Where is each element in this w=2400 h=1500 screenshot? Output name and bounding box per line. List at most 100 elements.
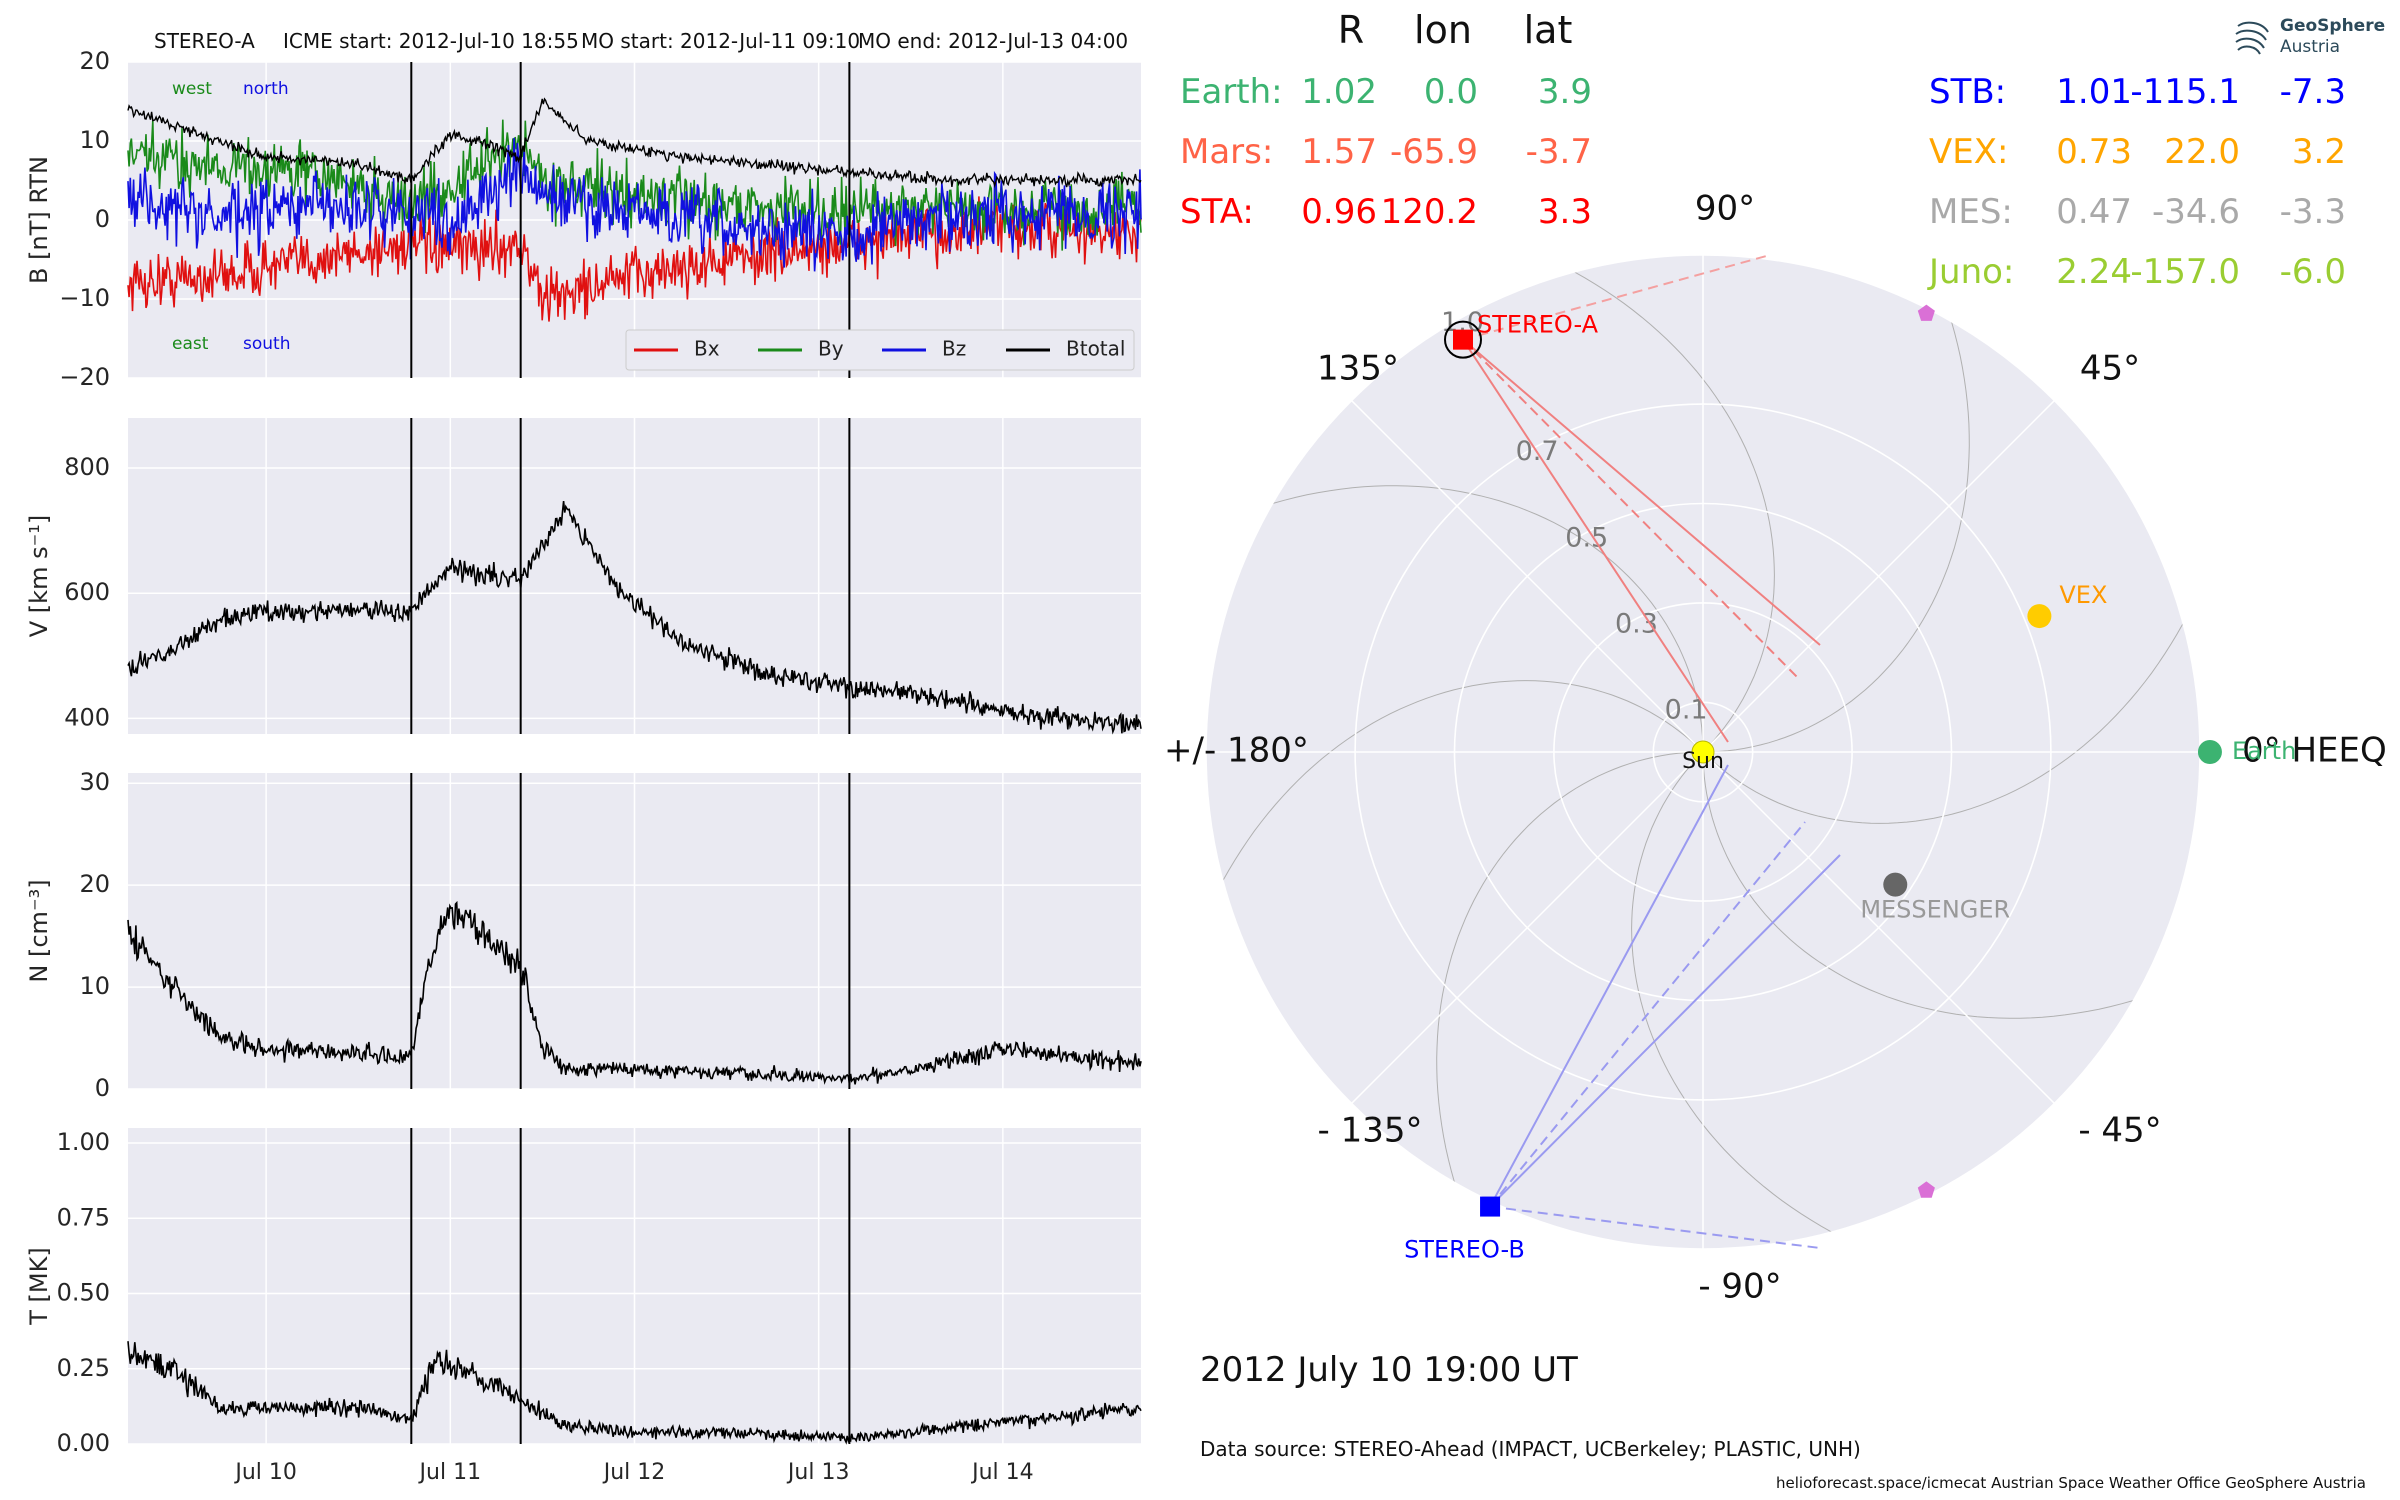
- x-tick-label: Jul 14: [970, 1460, 1034, 1485]
- legend-label-Bz: Bz: [942, 337, 966, 361]
- angle-label: 45°: [2080, 349, 2140, 389]
- logo-line1: GeoSphere: [2280, 16, 2386, 36]
- y-tick-label: 0: [95, 1074, 110, 1102]
- angle-label: 135°: [1317, 349, 1399, 389]
- sta-fov-line: [1462, 338, 1821, 646]
- series-line-speed: [127, 501, 1142, 735]
- y-axis-label: V [km s⁻¹]: [25, 515, 53, 637]
- y-tick-label: 400: [64, 703, 110, 731]
- radial-gridline: [1553, 602, 1853, 902]
- y-axis-label: N [cm⁻³]: [25, 879, 53, 982]
- stereo-a-marker: [1452, 329, 1473, 350]
- geosphere-logo: GeoSphere Austria: [2232, 14, 2392, 62]
- x-tick-label: Jul 12: [602, 1460, 666, 1485]
- series-line-Bz: [127, 137, 1142, 272]
- label-sun: Sun: [1682, 749, 1724, 774]
- y-tick-label: 30: [79, 768, 110, 796]
- y-tick-label: 0.50: [57, 1279, 110, 1307]
- row-lon: -157.0: [2130, 252, 2240, 292]
- series-line-Bx: [127, 196, 1142, 322]
- series-line-temperature: [127, 1341, 1142, 1445]
- row-name: MES:: [1929, 192, 2013, 232]
- r-tick-label: 0.1: [1665, 694, 1708, 725]
- legend-label-By: By: [818, 337, 844, 361]
- legend-frame: [625, 329, 1135, 371]
- date-label: 2012 July 10 19:00 UT: [1200, 1350, 1578, 1390]
- stb-fov-line: [1489, 764, 1729, 1208]
- y-tick-label: 20: [79, 870, 110, 898]
- header-mo-end: MO end: 2012-Jul-13 04:00: [858, 29, 1129, 53]
- annotation-north: north: [243, 79, 289, 99]
- polar-position-plot: 0.10.30.50.71.090°45°0° HEEQ- 45°- 90°- …: [1164, 189, 2387, 1307]
- footer-credits: helioforecast.space/icmecat Austrian Spa…: [1776, 1474, 2366, 1492]
- row-name: STB:: [1929, 72, 2007, 112]
- row-lat: -7.3: [2279, 72, 2346, 112]
- label-stereo-a: STEREO-A: [1477, 311, 1599, 339]
- row-lat: 3.2: [2291, 132, 2346, 172]
- header-icme-start: ICME start: 2012-Jul-10 18:55: [283, 29, 579, 53]
- row-r: 1.57: [1301, 132, 1377, 172]
- r-tick-label: 0.3: [1615, 608, 1658, 639]
- row-lon: 22.0: [2164, 132, 2240, 172]
- stb-fov-line: [1489, 854, 1841, 1208]
- series-line-density: [127, 900, 1142, 1085]
- row-name: STA:: [1180, 192, 1254, 232]
- x-tick-label: Jul 11: [418, 1460, 482, 1485]
- row-lat: -3.3: [2279, 192, 2346, 232]
- panel-density: 0 10 20 30 N [cm⁻³]: [25, 768, 1142, 1102]
- y-tick-label: 600: [64, 578, 110, 606]
- label-messenger: MESSENGER: [1860, 896, 2010, 924]
- y-tick-label: 10: [79, 126, 110, 154]
- table-header-lat: lat: [1523, 8, 1573, 52]
- angle-label: 90°: [1695, 189, 1755, 229]
- angle-label: +/- 180°: [1164, 731, 1309, 771]
- planet-marker: [1917, 304, 1935, 321]
- header-mo-start: MO start: 2012-Jul-11 09:10: [581, 29, 861, 53]
- sta-sun-dashed: [1462, 254, 1771, 341]
- y-tick-label: −10: [59, 284, 110, 312]
- row-r: 0.73: [2056, 132, 2132, 172]
- planet-marker: [1917, 1181, 1935, 1198]
- radial-gridline: [1453, 502, 1953, 1002]
- row-r: 0.96: [1301, 192, 1377, 232]
- label-stereo-b: STEREO-B: [1404, 1236, 1525, 1264]
- x-tick-label: Jul 10: [233, 1460, 297, 1485]
- radial-gridline: [1354, 403, 2052, 1101]
- row-lon: 120.2: [1380, 192, 1478, 232]
- row-r: 1.01: [2056, 72, 2132, 112]
- angle-label: - 135°: [1318, 1111, 1423, 1151]
- y-tick-label: 800: [64, 453, 110, 481]
- row-name: Earth:: [1180, 72, 1283, 112]
- row-name: Juno:: [1929, 252, 2015, 292]
- panel-temperature: 0.00 0.25 0.50 0.75 1.00 Jul 10 Jul 11 Jul 12 Ju…: [25, 1128, 1142, 1485]
- messenger-marker: [1883, 872, 1908, 897]
- logo-line2: Austria: [2280, 37, 2341, 57]
- legend-label-Btotal: Btotal: [1066, 337, 1125, 361]
- row-r: 2.24: [2056, 252, 2132, 292]
- panel-speed: 400 600 800 V [km s⁻¹]: [25, 418, 1142, 735]
- data-source: Data source: STEREO-Ahead (IMPACT, UCBer…: [1200, 1437, 1861, 1461]
- angle-label: 0° HEEQ: [2242, 731, 2387, 771]
- y-axis-label: B [nT] RTN: [25, 156, 53, 284]
- annotation-south: south: [243, 334, 290, 354]
- row-lon: -65.9: [1390, 132, 1478, 172]
- row-lat: 3.9: [1537, 72, 1592, 112]
- legend: Bx By Bz Btotal: [625, 329, 1135, 371]
- y-tick-label: 0.25: [57, 1354, 110, 1382]
- y-axis-label: T [MK]: [25, 1247, 53, 1325]
- table-header-R: R: [1337, 8, 1365, 52]
- panel-magnetic-field: −20 −10 0 10 20 B [nT] RTN west north east south B…: [25, 47, 1142, 391]
- time-series-panels: −20 −10 0 10 20 B [nT] RTN west north east south B…: [25, 47, 1142, 1485]
- logo-icon: [2235, 21, 2269, 55]
- stb-fov-dashed: [1489, 821, 1806, 1208]
- series-line-Btotal: [127, 97, 1142, 189]
- sta-fov-line: [1462, 339, 1729, 743]
- table-header-lon: lon: [1414, 8, 1472, 52]
- y-tick-label: 1.00: [57, 1128, 110, 1156]
- row-name: Mars:: [1180, 132, 1274, 172]
- label-vex: VEX: [2059, 581, 2107, 609]
- row-lat: -6.0: [2279, 252, 2346, 292]
- y-tick-label: 0: [95, 205, 110, 233]
- header-spacecraft: STEREO-A: [154, 29, 255, 53]
